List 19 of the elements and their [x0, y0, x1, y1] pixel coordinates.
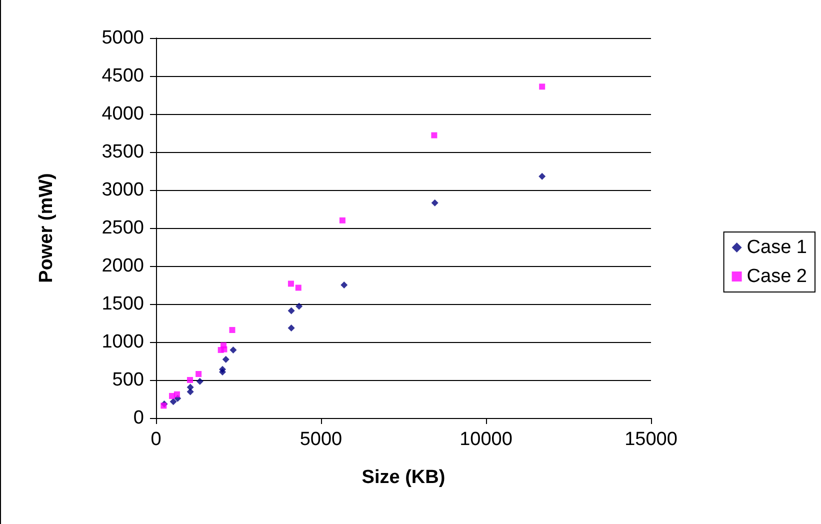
y-axis-title: Power (mW) — [36, 173, 57, 283]
y-tick-label: 1000 — [102, 332, 144, 352]
y-tick-label: 4500 — [102, 66, 144, 86]
y-tick-label: 2500 — [102, 218, 144, 238]
y-tick-label: 2000 — [102, 256, 144, 276]
x-tick-label: 5000 — [300, 429, 342, 450]
legend-label: Case 2 — [746, 266, 807, 287]
y-tick-label: 1500 — [102, 294, 144, 314]
y-tick-label: 3500 — [102, 142, 144, 162]
x-tick-label: 0 — [150, 429, 162, 450]
y-tick-label: 3000 — [102, 180, 144, 200]
y-tick-label: 500 — [112, 370, 144, 390]
x-tick-label: 15000 — [624, 429, 678, 450]
y-tick-label: 5000 — [102, 28, 144, 48]
y-tick-label: 4000 — [102, 104, 144, 124]
legend-label: Case 1 — [746, 237, 807, 258]
x-axis-title: Size (KB) — [362, 467, 446, 488]
y-tick-label: 0 — [133, 408, 144, 428]
x-tick-label: 10000 — [460, 429, 512, 450]
